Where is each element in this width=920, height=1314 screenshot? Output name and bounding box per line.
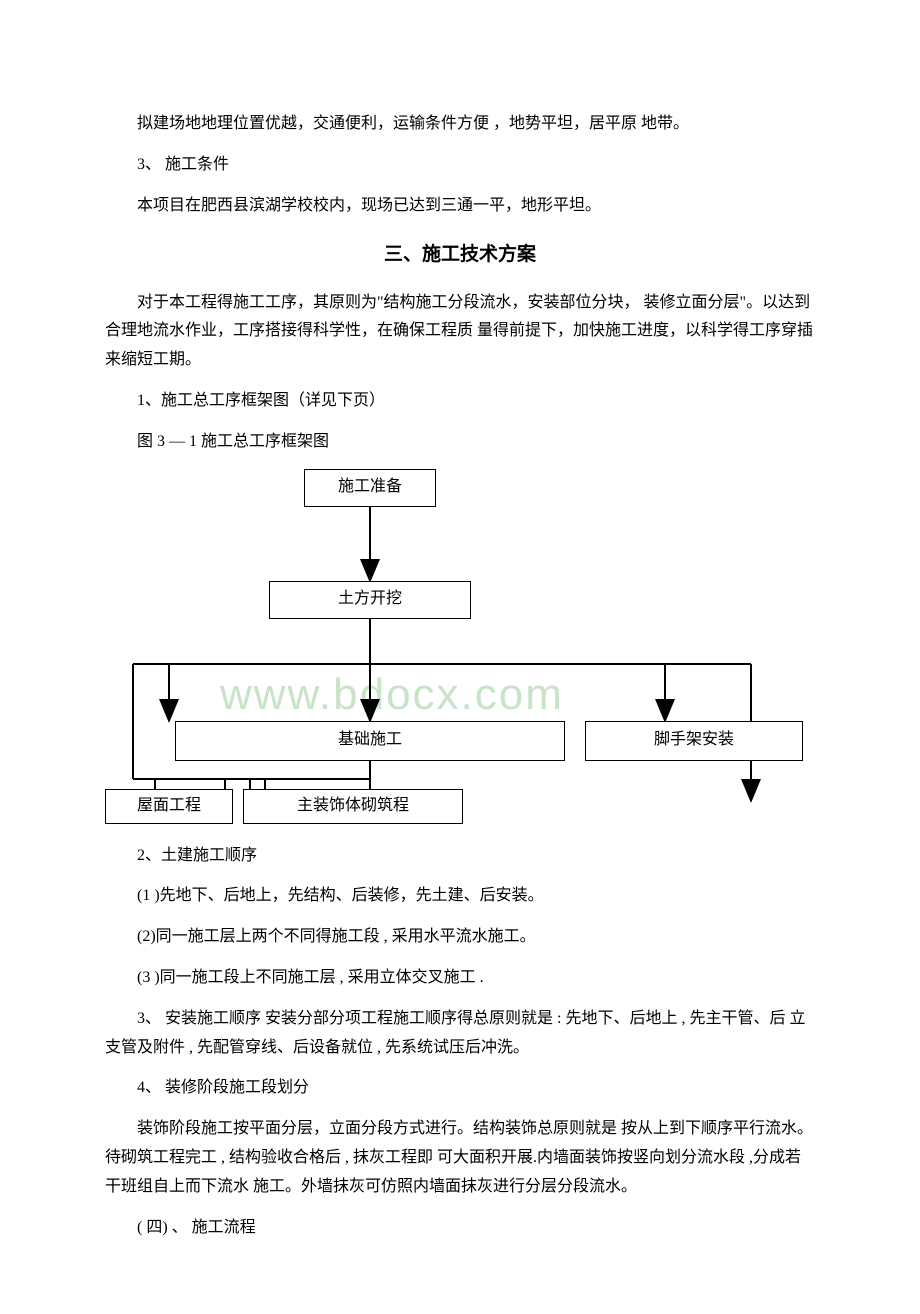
section-title: 三、施工技术方案: [105, 238, 815, 272]
flowchart-node-label: 主装饰体砌筑程: [297, 792, 409, 821]
flowchart-arrows: [105, 469, 815, 824]
paragraph-decor-detail: 装饰阶段施工按平面分层，立面分段方式进行。结构装饰总原则就是 按从上到下顺序平行…: [105, 1115, 815, 1201]
flowchart-node-label: 施工准备: [338, 473, 402, 502]
paragraph-install: 3、 安装施工顺序 安装分部分项工程施工顺序得总原则就是 : 先地下、后地上 ,…: [105, 1005, 815, 1063]
paragraph-framework-heading: 1、施工总工序框架图（详见下页）: [105, 387, 815, 416]
paragraph-construction-condition-heading: 3、 施工条件: [105, 151, 815, 180]
flowchart-node-roof: 屋面工程: [105, 789, 233, 824]
paragraph-process-heading: ( 四) 、 施工流程: [105, 1214, 815, 1243]
flowchart-node-excavate: 土方开挖: [269, 581, 471, 619]
flowchart-node-label: 屋面工程: [137, 792, 201, 821]
paragraph-civil-1: (1 )先地下、后地上，先结构、后装修，先土建、后安装。: [105, 882, 815, 911]
paragraph-construction-condition: 本项目在肥西县滨湖学校校内，现场已达到三通一平，地形平坦。: [105, 192, 815, 221]
paragraph-civil-2: (2)同一施工层上两个不同得施工段 , 采用水平流水施工。: [105, 923, 815, 952]
paragraph-decor-heading: 4、 装修阶段施工段划分: [105, 1074, 815, 1103]
paragraph-civil-3: (3 )同一施工段上不同施工层 , 采用立体交叉施工 .: [105, 964, 815, 993]
flowchart-node-prep: 施工准备: [304, 469, 436, 507]
figure-caption: 图 3 — 1 施工总工序框架图: [105, 428, 815, 457]
flowchart: www.bdocx.com 施工准: [105, 469, 815, 824]
flowchart-node-label: 基础施工: [338, 726, 402, 755]
flowchart-node-label: 土方开挖: [338, 585, 402, 614]
paragraph-site-location: 拟建场地地理位置优越，交通便利，运输条件方便 ，地势平坦，居平原 地带。: [105, 110, 815, 139]
flowchart-node-main: 主装饰体砌筑程: [243, 789, 463, 824]
paragraph-civil-heading: 2、土建施工顺序: [105, 842, 815, 871]
flowchart-node-scaffold: 脚手架安装: [585, 721, 803, 761]
flowchart-node-label: 脚手架安装: [654, 726, 734, 755]
flowchart-node-foundation: 基础施工: [175, 721, 565, 761]
paragraph-intro: 对于本工程得施工工序，其原则为"结构施工分段流水，安装部位分块， 装修立面分层"…: [105, 289, 815, 375]
